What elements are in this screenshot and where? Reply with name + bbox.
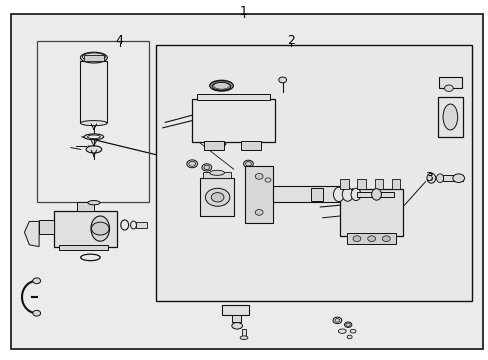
Bar: [136, 222, 147, 228]
Bar: [356, 192, 393, 197]
Ellipse shape: [426, 173, 435, 183]
Ellipse shape: [87, 135, 100, 139]
Ellipse shape: [333, 187, 344, 202]
Ellipse shape: [245, 162, 251, 166]
Ellipse shape: [241, 142, 250, 146]
Ellipse shape: [188, 161, 195, 166]
Bar: [203, 172, 231, 178]
Ellipse shape: [202, 164, 211, 171]
Circle shape: [382, 236, 389, 242]
Bar: [197, 94, 270, 100]
Bar: [232, 315, 241, 322]
Ellipse shape: [91, 216, 109, 241]
Text: 2: 2: [286, 34, 294, 47]
Ellipse shape: [334, 319, 339, 322]
Bar: [242, 329, 245, 337]
Ellipse shape: [342, 188, 352, 201]
Ellipse shape: [86, 146, 102, 153]
Bar: [310, 188, 322, 201]
Bar: [54, 211, 117, 247]
Ellipse shape: [444, 85, 452, 91]
Circle shape: [211, 193, 224, 202]
Bar: [59, 245, 107, 250]
Bar: [374, 179, 383, 189]
Circle shape: [91, 222, 109, 235]
Ellipse shape: [435, 174, 443, 183]
Bar: [222, 305, 249, 315]
Bar: [339, 189, 403, 236]
Ellipse shape: [338, 329, 346, 333]
Ellipse shape: [80, 52, 107, 63]
Circle shape: [367, 236, 375, 242]
Bar: [438, 77, 461, 88]
Ellipse shape: [84, 134, 103, 140]
Bar: [437, 97, 462, 137]
Ellipse shape: [212, 82, 230, 90]
Bar: [83, 55, 104, 61]
Ellipse shape: [88, 201, 100, 205]
Bar: [156, 45, 471, 301]
Bar: [39, 220, 54, 234]
Ellipse shape: [332, 317, 341, 324]
Ellipse shape: [344, 322, 351, 328]
Text: 1: 1: [239, 5, 247, 18]
Bar: [204, 141, 224, 150]
Circle shape: [255, 174, 263, 179]
Bar: [200, 178, 233, 216]
Ellipse shape: [350, 188, 360, 201]
Ellipse shape: [80, 121, 107, 126]
Circle shape: [33, 278, 41, 284]
Bar: [391, 179, 400, 189]
Text: 3: 3: [425, 171, 432, 184]
Ellipse shape: [217, 142, 225, 146]
Ellipse shape: [231, 323, 242, 329]
Bar: [80, 61, 107, 122]
Ellipse shape: [186, 160, 197, 168]
Bar: [340, 179, 348, 189]
Ellipse shape: [442, 104, 457, 130]
Ellipse shape: [346, 335, 351, 339]
Circle shape: [205, 188, 229, 206]
Circle shape: [255, 210, 263, 215]
Bar: [442, 175, 462, 181]
Bar: [37, 41, 149, 202]
Ellipse shape: [349, 329, 355, 333]
Bar: [192, 99, 275, 142]
Ellipse shape: [371, 189, 381, 200]
Ellipse shape: [203, 165, 209, 170]
Ellipse shape: [243, 160, 253, 167]
Ellipse shape: [82, 53, 105, 61]
Bar: [77, 202, 94, 211]
Circle shape: [352, 236, 360, 242]
Circle shape: [33, 310, 41, 316]
Bar: [245, 166, 272, 223]
Circle shape: [452, 174, 464, 183]
Ellipse shape: [209, 80, 233, 91]
Circle shape: [278, 77, 286, 83]
Bar: [272, 186, 338, 202]
Ellipse shape: [346, 323, 349, 326]
Bar: [241, 141, 260, 150]
Ellipse shape: [209, 170, 224, 175]
Bar: [357, 179, 366, 189]
Ellipse shape: [240, 336, 247, 339]
Text: 4: 4: [116, 34, 123, 47]
Bar: [346, 233, 395, 244]
Polygon shape: [24, 221, 39, 247]
